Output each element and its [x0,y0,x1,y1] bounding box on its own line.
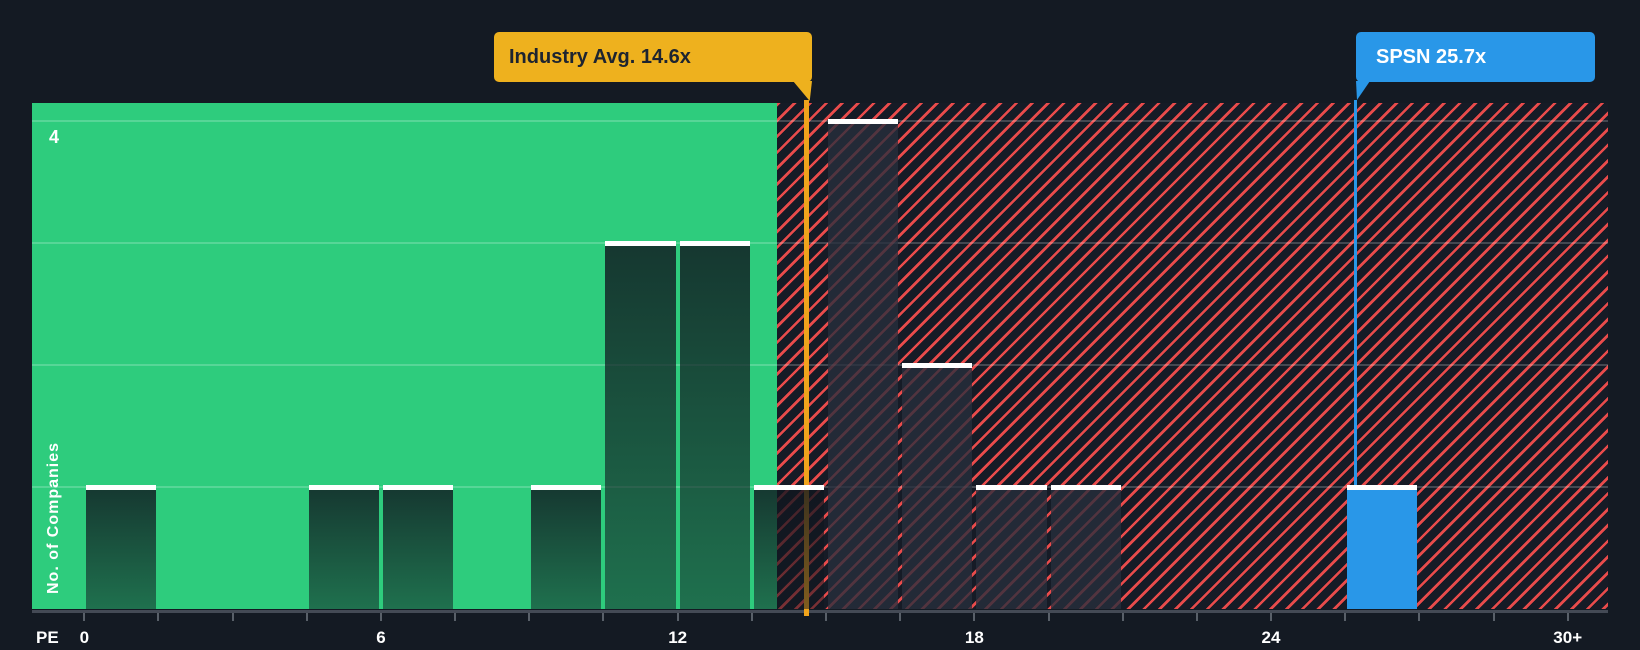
x-axis-tick [1418,613,1421,621]
industry-average-line [803,100,809,616]
industry-avg-callout-label: Industry Avg. 14.6x [509,45,691,68]
x-axis-tick [379,613,382,621]
y-gridline-label-4: 4 [49,127,60,147]
y-axis-title: No. of Companies [45,441,62,594]
x-axis-tick [602,613,605,621]
histogram-bar[interactable] [828,119,899,609]
company-callout-pointer [1356,81,1370,100]
histogram-bar[interactable] [902,363,973,609]
gridline [32,120,1608,122]
x-axis-tick [1195,613,1198,621]
histogram-bar[interactable] [86,485,157,609]
bar-top-cap [1347,485,1418,490]
x-axis-tick [157,613,160,621]
company-bar[interactable] [1347,485,1418,609]
bar-top-cap [382,485,454,490]
bar-top-cap [308,485,379,490]
histogram-bar[interactable] [308,485,379,609]
x-axis-label: 18 [964,628,984,647]
x-axis-tick [676,613,679,621]
x-axis-tick [305,613,308,621]
bar-top-cap [679,241,750,246]
x-axis-tick [83,613,86,621]
x-axis-tick [899,613,902,621]
bar-top-cap [531,485,602,490]
histogram-bar[interactable] [382,485,454,609]
x-axis-label: 6 [376,628,386,647]
x-axis-label: 12 [668,628,688,647]
plot-area: 4 [32,100,1608,616]
histogram-bar[interactable] [605,241,676,609]
histogram-bar[interactable] [976,485,1047,609]
x-axis-tick [454,613,457,621]
x-axis-tick [825,613,827,621]
x-axis-tick [1566,613,1569,621]
x-axis-tick [973,613,976,621]
x-axis-tick [1492,613,1495,621]
x-axis-tick [750,613,753,621]
histogram-bar[interactable] [531,485,602,609]
bar-top-cap [976,485,1047,490]
bar-top-cap [753,485,824,490]
x-axis-line [32,610,1608,613]
x-axis-unit-label: PE [36,628,59,647]
x-axis-label: 0 [79,628,90,647]
bar-top-cap [1050,485,1121,490]
histogram-bar[interactable] [679,241,750,609]
x-axis-tick [1047,613,1050,621]
x-axis-tick [231,613,234,621]
x-axis-label: 30+ [1553,628,1583,647]
bar-top-cap [605,241,676,246]
x-axis-label: 24 [1261,628,1281,647]
histogram-bar[interactable] [1050,485,1121,609]
x-axis-tick [1270,613,1273,621]
histogram-bar[interactable] [753,485,824,609]
company-callout: SPSN 25.7x [1356,32,1595,82]
bar-top-cap [86,485,157,490]
x-axis-tick [528,613,531,621]
above-average-zone [776,103,1608,609]
x-axis-tick [1121,613,1124,621]
industry-avg-callout: Industry Avg. 14.6x [494,32,812,82]
bar-top-cap [902,363,973,368]
company-callout-label: SPSN 25.7x [1376,45,1487,68]
company-marker-line [1354,100,1358,485]
gridline [32,242,1608,244]
gridline [32,364,1608,366]
industry-avg-callout-pointer [793,81,812,101]
x-axis-tick [1344,613,1347,621]
bar-top-cap [828,119,899,124]
